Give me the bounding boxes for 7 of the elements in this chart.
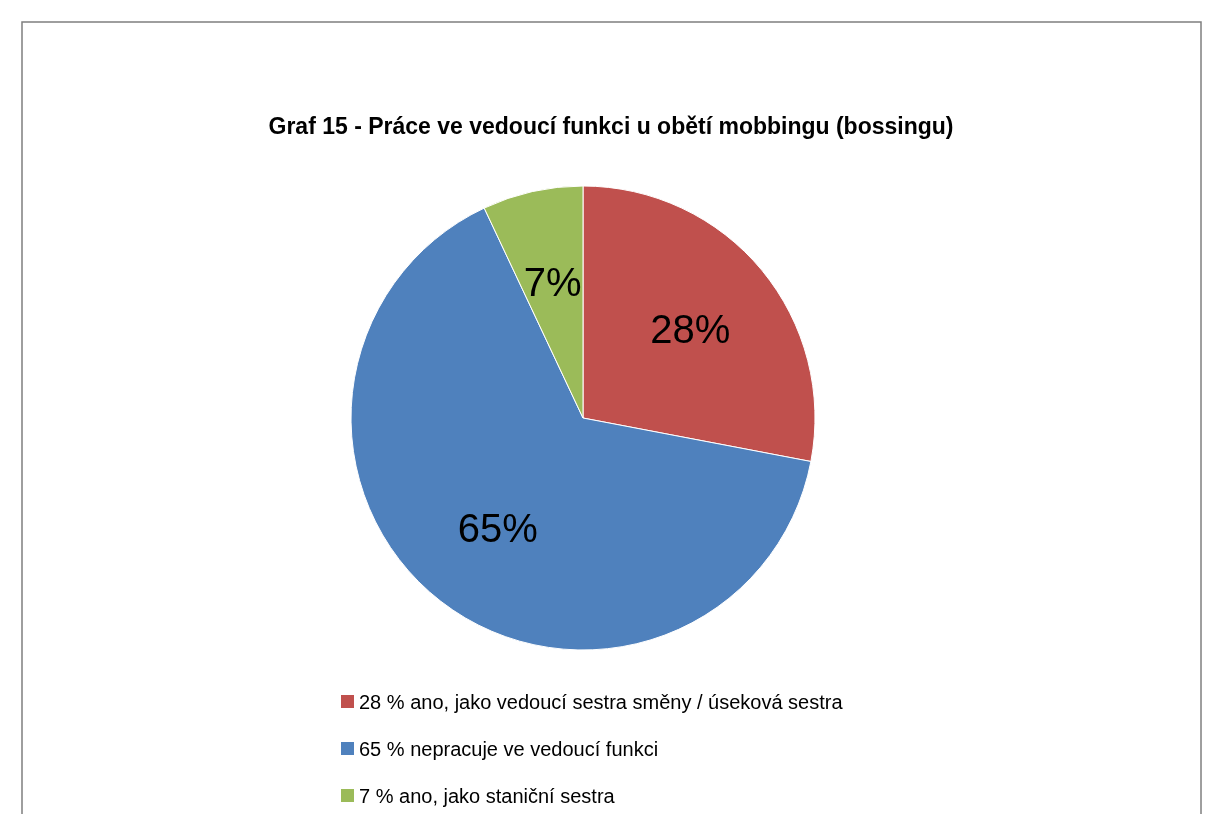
chart-title: Graf 15 - Práce ve vedoucí funkci u obětí mobbingu (bossingu) — [268, 113, 954, 139]
legend-label: 7 % ano, jako staniční sestra — [359, 785, 616, 807]
data-label: 7% — [523, 260, 582, 305]
legend-label: 65 % nepracuje ve vedoucí funkci — [359, 738, 659, 760]
data-label: 28% — [650, 307, 731, 352]
data-label: 65% — [457, 505, 538, 550]
legend-label: 28 % ano, jako vedoucí sestra směny / úseková sestra — [359, 691, 844, 713]
